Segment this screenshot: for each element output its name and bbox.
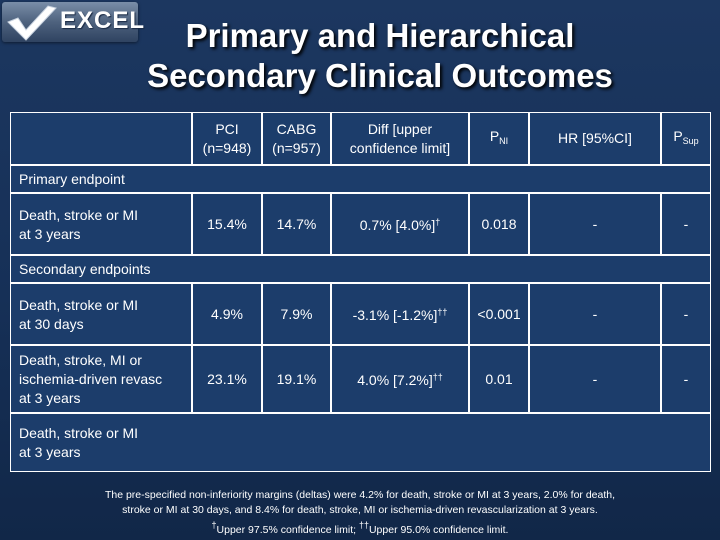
cell-p-sup: - <box>662 346 710 412</box>
cell-p-ni: <0.001 <box>470 284 528 344</box>
cell-p-ni: 0.01 <box>470 346 528 412</box>
cell-p-sup: - <box>662 194 710 254</box>
checkmark-icon <box>7 5 57 41</box>
cell-diff: -3.1% [-1.2%]†† <box>332 284 468 344</box>
row-label: Death, stroke, MI or ischemia-driven reva… <box>11 346 191 412</box>
title-line-1: Primary and Hierarchical <box>185 17 575 54</box>
cell-pci: 15.4% <box>193 194 261 254</box>
logo-text: EXCEL <box>60 7 146 34</box>
header-cabg: CABG (n=957) <box>263 113 330 164</box>
header-pci: PCI (n=948) <box>193 113 261 164</box>
outcomes-table: PCI (n=948) CABG (n=957) Diff [upper confid… <box>10 112 711 472</box>
cell-cabg: 19.1% <box>263 346 330 412</box>
cell-diff: 0.7% [4.0%]† <box>332 194 468 254</box>
cell-hr: - <box>530 194 660 254</box>
cell-cabg: 7.9% <box>263 284 330 344</box>
row-label: Death, stroke or MI at 30 days <box>11 284 191 344</box>
cell-p-sup: - <box>662 284 710 344</box>
cell-hr: - <box>530 284 660 344</box>
row-label: Death, stroke or MI at 3 years <box>11 414 191 471</box>
header-p-ni: PNI <box>470 113 528 164</box>
row-label: Death, stroke or MI at 3 years <box>11 194 191 254</box>
header-diff: Diff [upper confidence limit] <box>332 113 468 164</box>
footnote-line-1: The pre-specified non-inferiority margin… <box>104 489 616 501</box>
header-hr: HR [95%CI] <box>530 113 660 164</box>
title-line-2: Secondary Clinical Outcomes <box>147 57 613 94</box>
section-secondary-endpoints: Secondary endpoints <box>11 256 710 282</box>
cell-pci: 23.1% <box>193 346 261 412</box>
footnote-line-2: stroke or MI at 30 days, and 8.4% for de… <box>122 504 598 516</box>
cell-cabg: 14.7% <box>263 194 330 254</box>
section-primary-endpoint: Primary endpoint <box>11 166 710 192</box>
cell-p-ni: 0.018 <box>470 194 528 254</box>
cell-hr: - <box>530 346 660 412</box>
footnote: The pre-specified non-inferiority margin… <box>40 488 680 538</box>
header-p-sup: PSup <box>662 113 710 164</box>
cell-diff: 4.0% [7.2%]†† <box>332 346 468 412</box>
row-empty-values <box>191 414 710 471</box>
excel-trial-logo: EXCEL <box>2 2 144 42</box>
slide-title: Primary and Hierarchical Secondary Clini… <box>100 16 660 96</box>
header-empty-cell <box>11 113 191 164</box>
footnote-line-3: †Upper 97.5% confidence limit; ††Upper 9… <box>211 520 509 536</box>
cell-pci: 4.9% <box>193 284 261 344</box>
